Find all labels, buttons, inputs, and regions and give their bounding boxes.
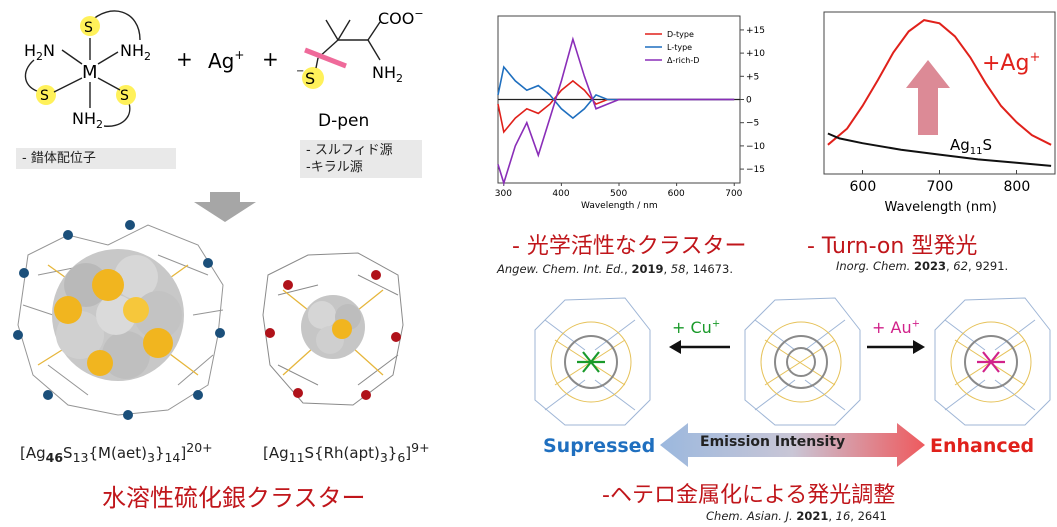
ag11-formula: [Ag11S{Rh(apt)3}6]9+ <box>263 440 430 465</box>
heterometal-clusters <box>534 297 1051 426</box>
chelate-arc-top <box>89 10 141 41</box>
nh2-label: NH2 <box>372 63 403 85</box>
heterometal-title: -ヘテロ金属化による発光調整 <box>602 483 896 508</box>
cd-spectrum-chart: +15 +10 +5 0 −5 −10 −15 300 400 500 600 700 Waveleng… <box>495 15 765 211</box>
cd-citation: Angew. Chem. Int. Ed., 2019, 58, 14673. <box>497 262 733 276</box>
em-ag11s-label: Ag11S <box>950 136 992 157</box>
cd-x-tick-label: 700 <box>725 189 742 199</box>
cd-legend-label: L-type <box>667 43 692 52</box>
cd-series-line <box>497 79 735 134</box>
dpen-name: D-pen <box>318 111 369 131</box>
em-x-tick-label: 800 <box>1004 179 1031 195</box>
reaction-scheme: S H2N NH2 M S S NH2 + Ag+ + COO− − S NH2… <box>24 7 424 131</box>
cd-y-tick-label: +5 <box>746 72 759 82</box>
emission-intensity-arrow <box>660 423 925 467</box>
cleavage-bond-mark <box>304 47 347 69</box>
em-x-tick-label: 700 <box>927 179 954 195</box>
em-x-axis-label: Wavelength (nm) <box>885 200 997 215</box>
cd-x-tick-label: 600 <box>668 189 685 199</box>
s-highlight <box>116 85 136 105</box>
hetero-citation: Chem. Asian. J. 2021, 16, 2641 <box>706 509 887 523</box>
thiolate-charge: − <box>296 66 304 77</box>
plus-sign: + <box>176 47 193 71</box>
em-ag-label: +Ag+ <box>982 50 1040 76</box>
dpen-role-chiral: -キラル源 <box>306 160 363 175</box>
au-label: + Au+ <box>872 318 920 337</box>
down-arrow <box>194 192 256 222</box>
ag46-cluster-image <box>13 220 225 420</box>
cd-series-line <box>497 36 735 186</box>
s-atom: S <box>305 69 315 88</box>
carboxylate: COO− <box>378 7 424 28</box>
s-highlight <box>36 85 56 105</box>
em-series-line <box>827 19 1052 146</box>
cd-y-tick-label: +10 <box>746 49 765 59</box>
nh2-label: NH2 <box>120 41 151 63</box>
cd-series-line <box>497 65 735 120</box>
s-atom: S <box>84 20 93 36</box>
s-highlight <box>80 16 100 36</box>
emission-intensity-label: Emission Intensity <box>700 434 846 450</box>
emission-spectrum-chart: 600 700 800 Wavelength (nm) +Ag+ Ag11S <box>823 11 1056 215</box>
nh2-label: NH2 <box>72 109 103 131</box>
cd-title: - 光学活性なクラスター <box>512 234 747 259</box>
cd-y-tick-label: +15 <box>746 26 765 36</box>
cd-legend-label: Δ-rich-D <box>667 56 699 65</box>
parent-cluster <box>744 297 861 426</box>
cd-legend-label: D-type <box>667 30 694 39</box>
cd-x-tick-label: 500 <box>610 189 627 199</box>
cd-x-axis-label: Wavelength / nm <box>581 201 658 211</box>
cd-x-tick-label: 300 <box>495 189 512 199</box>
cu-label: + Cu+ <box>672 318 721 337</box>
metal-m: M <box>82 62 98 83</box>
ag11-cluster-image <box>262 252 404 406</box>
au-doped-cluster <box>934 297 1051 426</box>
ag46-formula: [Ag46S13{M(aet)3}14]20+ <box>20 440 213 465</box>
cd-y-tick-label: 0 <box>746 96 752 106</box>
em-x-tick-label: 600 <box>850 179 877 195</box>
plus-sign: + <box>262 47 279 71</box>
chelate-arc-left <box>24 59 41 93</box>
silver-ion: Ag+ <box>208 48 244 73</box>
em-series-line <box>827 132 1052 167</box>
s-atom: S <box>120 88 129 104</box>
em-citation: Inorg. Chem. 2023, 62, 9291. <box>836 259 1009 273</box>
cd-y-tick-label: −5 <box>746 119 759 129</box>
cd-y-tick-label: −15 <box>746 165 765 175</box>
turn-on-arrow <box>906 60 950 135</box>
dpen-role-sulfide: - スルフィド源 <box>306 143 393 158</box>
cd-y-tick-label: −10 <box>746 142 765 152</box>
s-atom: S <box>40 88 49 104</box>
cluster-title: 水溶性硫化銀クラスター <box>102 484 366 512</box>
em-plot-frame <box>823 11 1056 175</box>
h2n-label: H2N <box>24 41 55 63</box>
ligand-label: - 錯体配位子 <box>16 148 176 169</box>
cu-doped-cluster <box>534 297 651 426</box>
cd-x-tick-label: 400 <box>552 189 569 199</box>
em-title: - Turn-on 型発光 <box>807 234 978 259</box>
suppressed-label: Supressed <box>543 435 656 457</box>
dpen-label: - スルフィド源 -キラル源 <box>300 140 422 178</box>
enhanced-label: Enhanced <box>930 435 1035 457</box>
s-highlight <box>302 67 324 89</box>
